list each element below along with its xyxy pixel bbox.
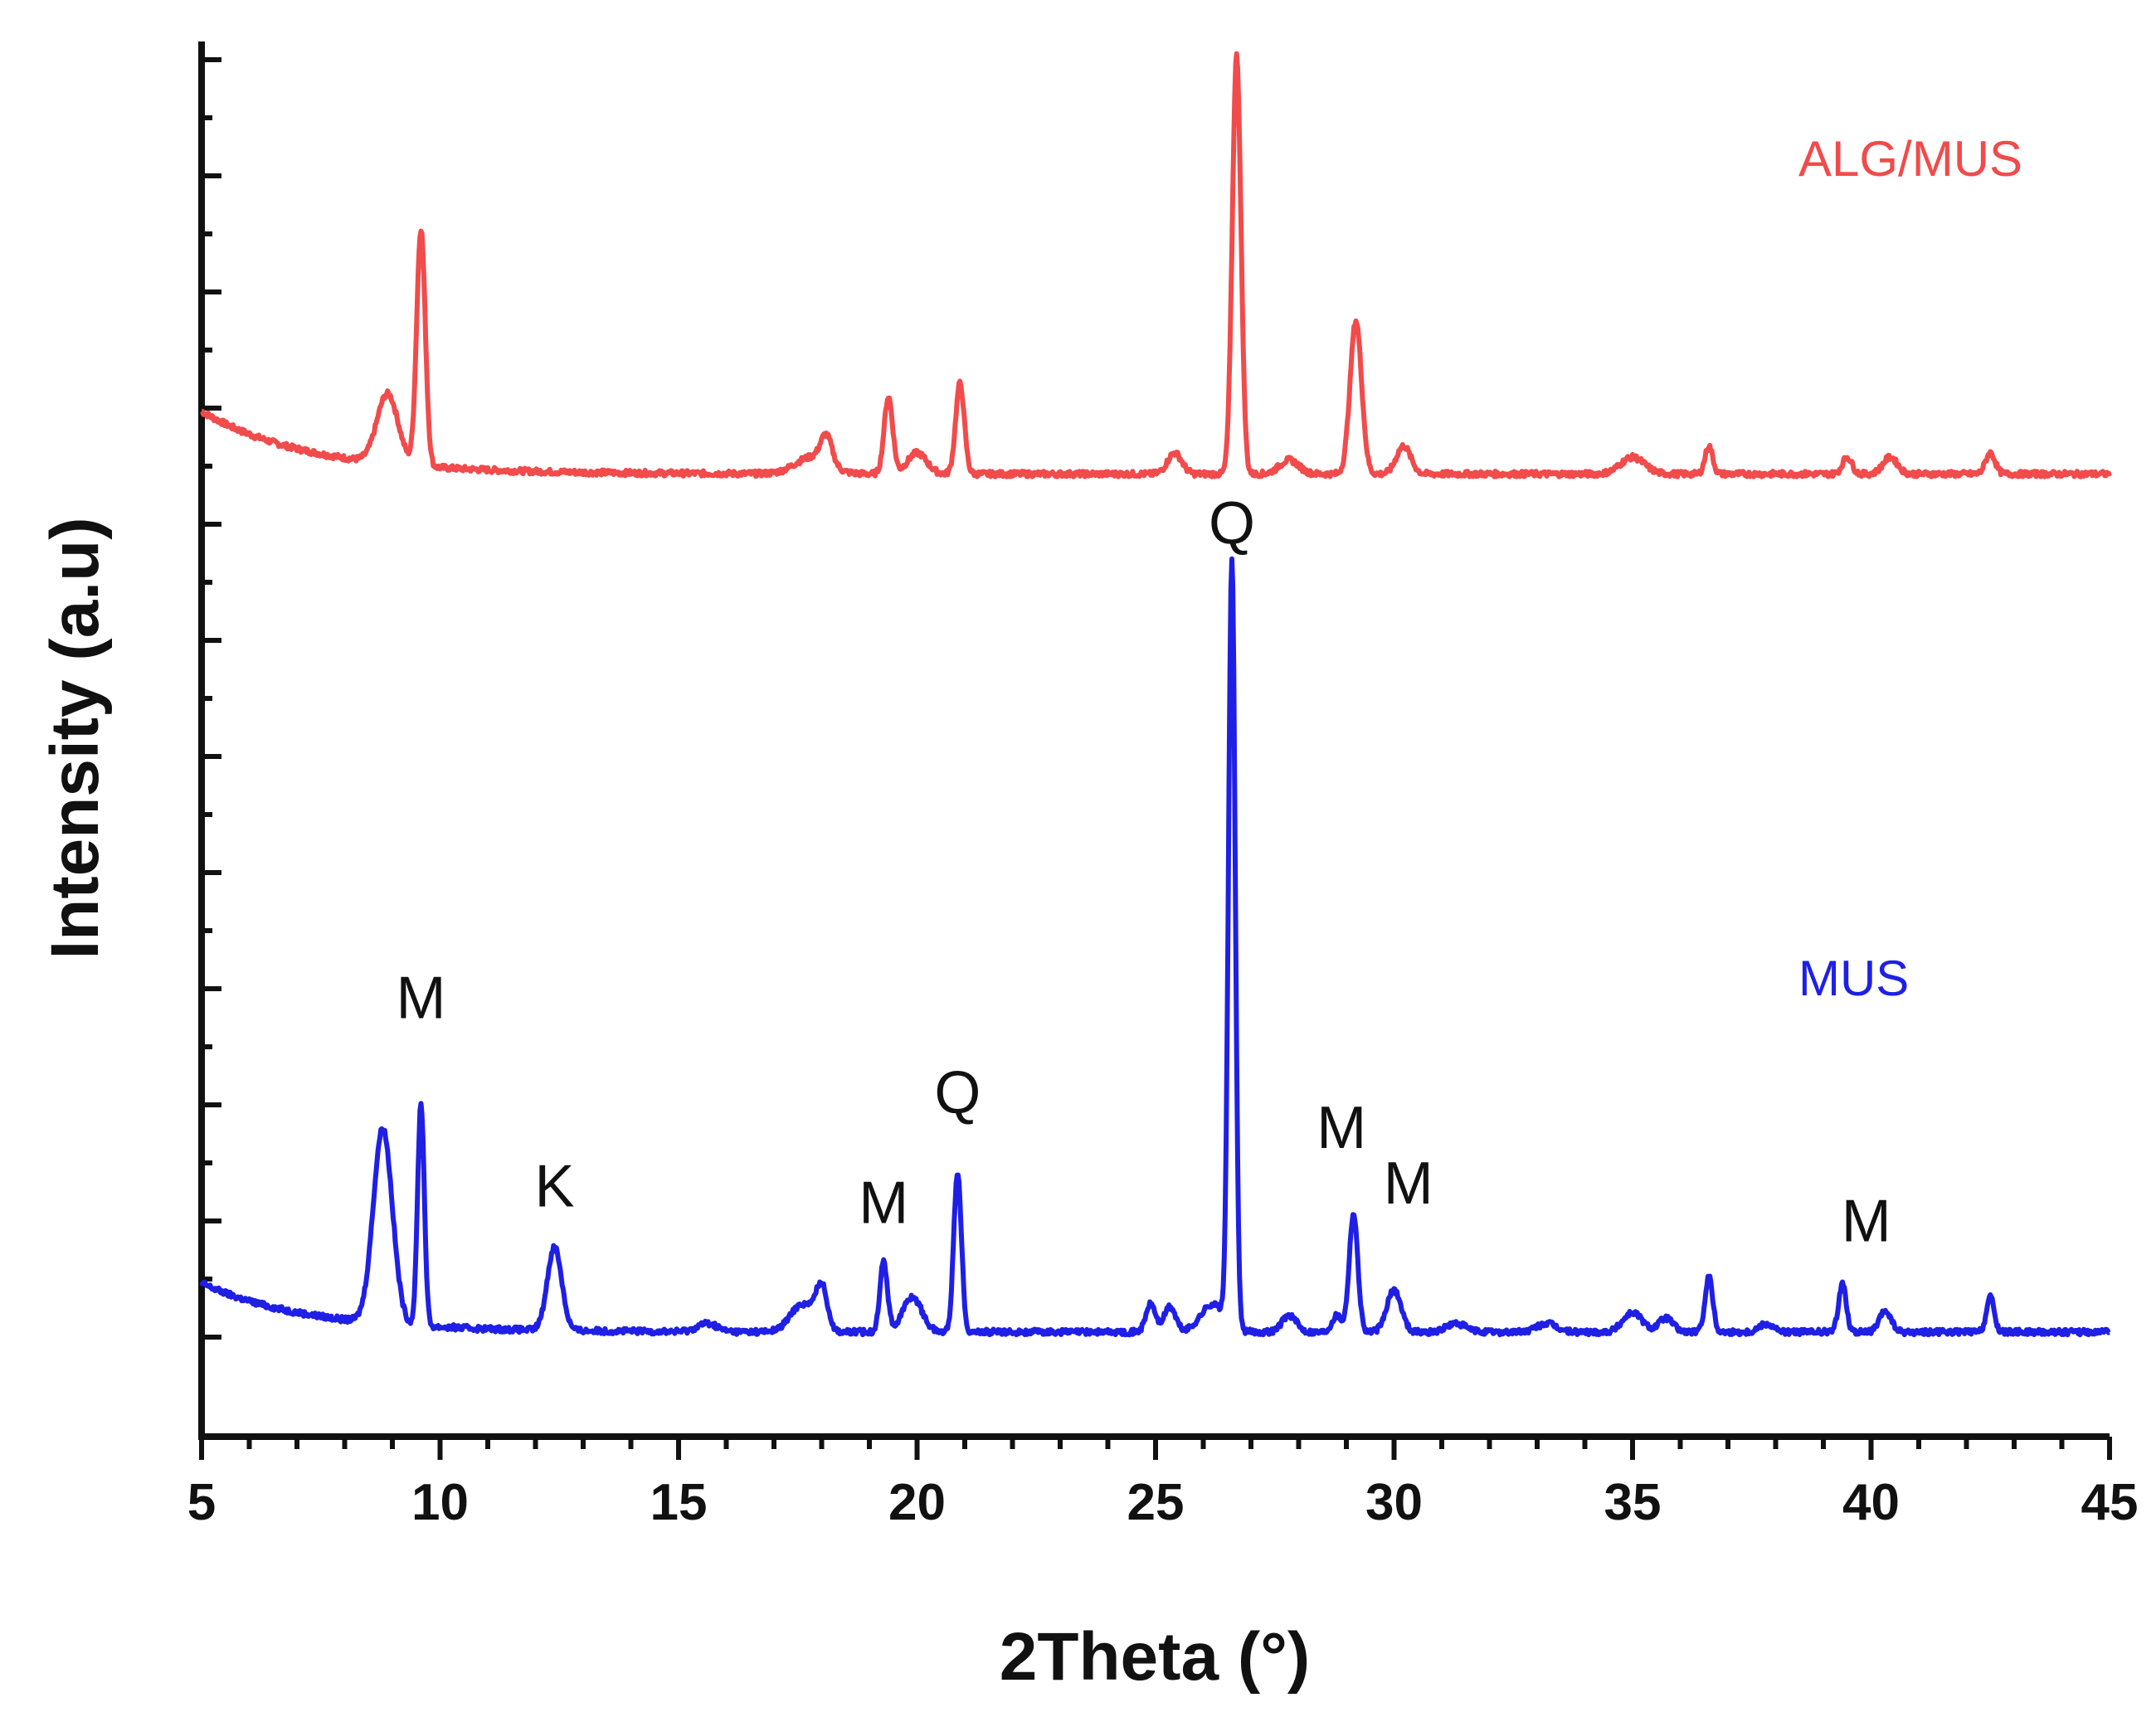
series-labels: ALG/MUS MUS [1798,131,2022,1006]
series-label: MUS [1798,951,1909,1006]
series-line-0 [200,51,2112,479]
peak-label: Q [1209,491,1255,557]
x-axis-ticks [199,1437,2112,1460]
x-tick-label: 30 [1365,1474,1423,1531]
x-tick-label: 35 [1604,1474,1662,1531]
peak-label: M [397,965,446,1031]
peak-label: M [1842,1189,1891,1255]
x-tick-label: 15 [650,1474,708,1531]
x-tick-label: 5 [187,1474,216,1531]
x-tick-label: 40 [1842,1474,1900,1531]
series-lines [199,51,2112,1338]
series-label: ALG/MUS [1798,131,2022,187]
x-axis-title: 2Theta (°) [1000,1619,1311,1695]
peak-label: M [1316,1095,1366,1161]
x-tick-label: 20 [888,1474,946,1531]
x-tick-label: 45 [2081,1474,2139,1531]
x-tick-label: 25 [1127,1474,1185,1531]
peak-label: Q [934,1060,981,1126]
x-axis-tick-labels: 5 10 15 20 25 30 35 40 45 [187,1474,2139,1531]
x-tick-label: 10 [411,1474,469,1531]
peak-label: M [859,1170,908,1237]
y-axis-title: Intensity (a.u) [37,517,113,959]
plot-frame [198,41,2110,1440]
y-axis-ticks [198,57,221,1340]
series-line-1 [199,556,2111,1338]
peak-label: K [534,1153,574,1219]
peak-label: M [1384,1150,1433,1217]
